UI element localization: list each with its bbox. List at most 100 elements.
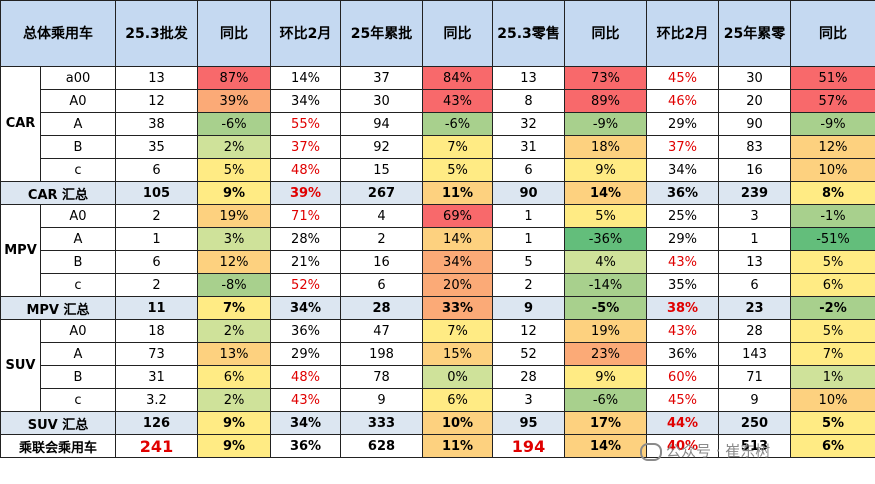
table-cell: 9%: [197, 411, 271, 435]
total-label: 乘联会乘用车: [0, 434, 116, 458]
table-row: c 3.2 2% 43% 9 6% 3 -6% 45% 9 10%: [1, 388, 875, 412]
header-cell: 25年累零: [718, 0, 791, 67]
table-cell: 34%: [646, 158, 719, 182]
table-cell: 37%: [646, 135, 719, 159]
table-cell: -2%: [790, 296, 875, 320]
table-cell: 628: [340, 434, 423, 458]
table-cell: 9%: [197, 434, 271, 458]
table-cell: 28: [492, 365, 565, 389]
table-cell: 12: [492, 319, 565, 343]
table-cell: 5%: [422, 158, 493, 182]
table-cell: 6: [492, 158, 565, 182]
table-cell: 51%: [790, 66, 875, 90]
table-cell: 5: [492, 250, 565, 274]
table-cell: 3: [718, 204, 791, 228]
table-cell: 38: [115, 112, 198, 136]
segment-label: A: [40, 112, 116, 136]
segment-label: a00: [40, 66, 116, 90]
table-cell: -6%: [422, 112, 493, 136]
table-cell: 8: [492, 89, 565, 113]
table-cell: 25%: [646, 204, 719, 228]
table-cell: 55%: [270, 112, 341, 136]
table-cell: 11%: [422, 434, 493, 458]
header-cell: 25年累批: [340, 0, 423, 67]
table-cell: -14%: [564, 273, 647, 297]
table-cell: 6: [115, 158, 198, 182]
table-cell: 5%: [790, 250, 875, 274]
table-row: c 6 5% 48% 15 5% 6 9% 34% 16 10%: [1, 158, 875, 182]
table-cell: -6%: [564, 388, 647, 412]
table-cell: 69%: [422, 204, 493, 228]
table-cell: 48%: [270, 365, 341, 389]
table-cell: 20: [718, 89, 791, 113]
table-row: B 35 2% 37% 92 7% 31 18% 37% 83 12%: [1, 135, 875, 159]
table-cell: 37: [340, 66, 423, 90]
header-cell: 环比2月: [270, 0, 341, 67]
table-cell: 34%: [270, 296, 341, 320]
table-cell: 36%: [270, 319, 341, 343]
table-cell: 1: [115, 227, 198, 251]
table-cell: 19%: [197, 204, 271, 228]
table-cell: 13: [718, 250, 791, 274]
table-cell: 45%: [646, 388, 719, 412]
table-cell: 513: [718, 434, 791, 458]
table-cell: 92: [340, 135, 423, 159]
table-cell: 9: [340, 388, 423, 412]
header-cell: 25.3批发: [115, 0, 198, 67]
summary-row: SUV 汇总 126 9% 34% 333 10% 95 17% 44% 250 5%: [0, 411, 875, 435]
table-cell: 9%: [197, 181, 271, 205]
summary-row: MPV 汇总 11 7% 34% 28 33% 9 -5% 38% 23 -2%: [0, 296, 875, 320]
table-cell: 29%: [646, 227, 719, 251]
table-cell: 31: [492, 135, 565, 159]
header-cell: 同比: [197, 0, 271, 67]
table-cell: 15: [340, 158, 423, 182]
table-cell: 78: [340, 365, 423, 389]
table-cell: 13: [492, 66, 565, 90]
table-cell: 6: [718, 273, 791, 297]
table-cell: 23: [718, 296, 791, 320]
table-cell: 29%: [270, 342, 341, 366]
table-cell: 36%: [646, 181, 719, 205]
table-cell: 239: [718, 181, 791, 205]
table-cell: 94: [340, 112, 423, 136]
table-cell: 30: [718, 66, 791, 90]
table-row: B 6 12% 21% 16 34% 5 4% 43% 13 5%: [1, 250, 875, 274]
table-cell: 16: [340, 250, 423, 274]
table-cell: 10%: [422, 411, 493, 435]
table-cell: 21%: [270, 250, 341, 274]
table-cell: 267: [340, 181, 423, 205]
table-cell: 28: [340, 296, 423, 320]
table-cell: 28%: [270, 227, 341, 251]
table-cell: 12%: [197, 250, 271, 274]
table-cell: 9%: [564, 158, 647, 182]
summary-label: CAR 汇总: [0, 181, 116, 205]
table-cell: -9%: [790, 112, 875, 136]
table-cell: 14%: [564, 434, 647, 458]
table-cell: 2%: [197, 388, 271, 412]
table-cell: 143: [718, 342, 791, 366]
table-cell: 5%: [197, 158, 271, 182]
table-cell: 32: [492, 112, 565, 136]
table-cell: 10%: [790, 158, 875, 182]
table-cell: 17%: [564, 411, 647, 435]
table-cell: 57%: [790, 89, 875, 113]
table-cell: 39%: [197, 89, 271, 113]
table-cell: 3%: [197, 227, 271, 251]
total-row: 乘联会乘用车 241 9% 36% 628 11% 194 14% 40% 513 6%: [0, 434, 875, 458]
table-cell: 48%: [270, 158, 341, 182]
table-row: B 31 6% 48% 78 0% 28 9% 60% 71 1%: [1, 365, 875, 389]
table-cell: 35%: [646, 273, 719, 297]
summary-label: SUV 汇总: [0, 411, 116, 435]
table-cell: 47: [340, 319, 423, 343]
table-cell: 39%: [270, 181, 341, 205]
table-cell: 43%: [270, 388, 341, 412]
table-cell: 7%: [197, 296, 271, 320]
table-cell: 5%: [564, 204, 647, 228]
table-cell: 2: [492, 273, 565, 297]
table-cell: 73: [115, 342, 198, 366]
table-cell: 20%: [422, 273, 493, 297]
table-cell: 87%: [197, 66, 271, 90]
header-cell: 总体乘用车: [0, 0, 116, 67]
table-cell: -8%: [197, 273, 271, 297]
table-cell: 1: [492, 227, 565, 251]
